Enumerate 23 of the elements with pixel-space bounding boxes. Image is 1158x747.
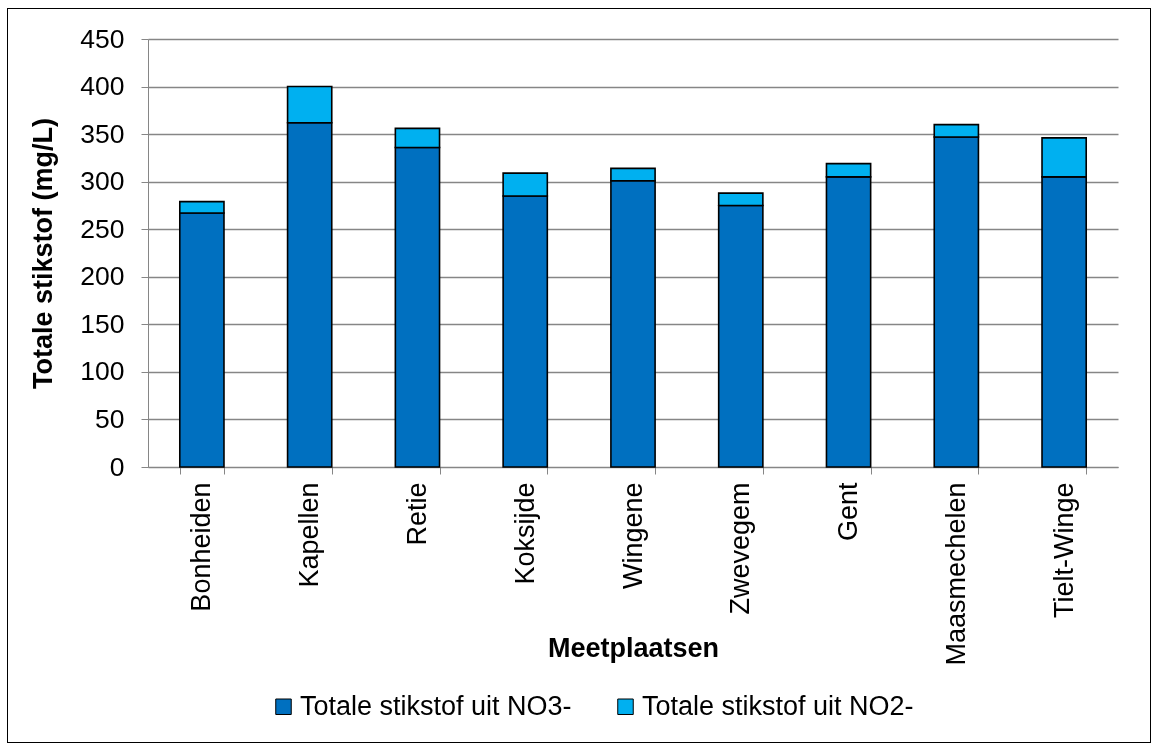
- x-tick-label: Retie: [401, 482, 432, 546]
- x-tick-label: Gent: [833, 482, 864, 542]
- x-tick-label: Tielt-Winge: [1048, 482, 1079, 619]
- y-tick-label: 450: [80, 23, 125, 54]
- legend-label: Totale stikstof uit NO2-: [642, 690, 914, 721]
- y-tick-label: 300: [80, 166, 125, 197]
- y-tick-label: 0: [109, 451, 125, 482]
- x-tick-label: Zwevegem: [725, 482, 756, 615]
- y-axis-title: Totale stikstof (mg/L): [28, 117, 59, 390]
- y-tick-label: 250: [80, 213, 125, 244]
- x-tick-label: Wingene: [617, 482, 648, 590]
- x-tick-label: Bonheiden: [186, 482, 217, 612]
- y-tick-label: 100: [80, 356, 125, 387]
- y-tick-label: 350: [80, 118, 125, 149]
- y-tick-label: 50: [95, 403, 125, 434]
- y-tick-label: 150: [80, 308, 125, 339]
- y-tick-label: 200: [80, 261, 125, 292]
- legend-label: Totale stikstof uit NO3-: [300, 690, 572, 721]
- x-tick-label: Koksijde: [509, 482, 540, 585]
- y-tick-label: 400: [80, 71, 125, 102]
- x-tick-label: Kapellen: [294, 482, 325, 588]
- x-axis-title: Meetplaatsen: [547, 632, 720, 663]
- x-tick-label: Maasmechelen: [940, 482, 971, 666]
